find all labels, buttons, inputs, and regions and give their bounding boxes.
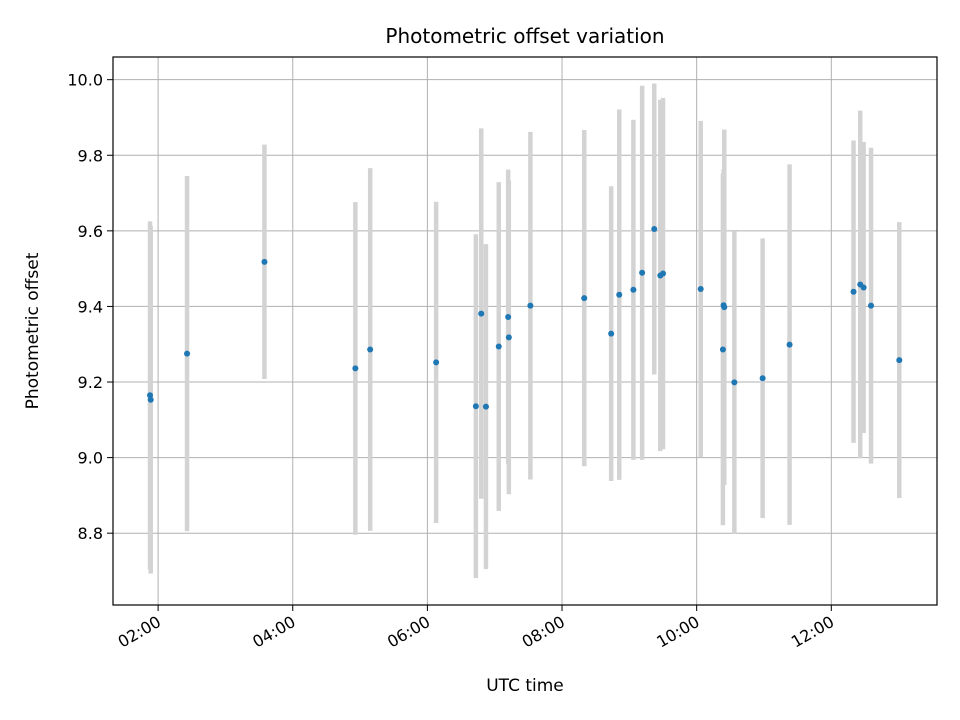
data-point [639,269,646,276]
data-point [147,392,154,399]
x-tick-label: 06:00 [384,612,433,652]
data-point [478,310,485,317]
data-point [581,295,588,302]
x-tick-label: 10:00 [653,612,702,652]
y-tick-label: 9.8 [78,146,103,165]
data-point [850,288,857,295]
data-point [147,396,154,403]
y-tick-label: 9.6 [78,222,103,241]
data-point [896,357,903,364]
data-point [495,343,502,350]
data-points [147,225,903,410]
x-tick-label: 04:00 [249,612,298,652]
data-point [527,302,534,309]
x-axis-label: UTC time [486,676,564,696]
y-tick-label: 9.2 [78,373,103,392]
data-point [786,341,793,348]
data-point [731,379,738,386]
data-point [433,359,440,366]
data-point [759,375,766,382]
x-tick-label: 02:00 [115,612,164,652]
x-tick-label: 08:00 [519,612,568,652]
data-point [482,403,489,410]
data-point [472,403,479,410]
data-point [697,286,704,293]
plot-area-frame [112,56,938,606]
error-bars [147,83,902,579]
data-point [860,284,867,291]
y-axis-ticks: 8.8 9.0 9.2 9.4 9.6 9.8 10.0 [67,71,113,543]
data-point [630,286,637,293]
data-point [719,346,726,353]
y-axis-label: Photometric offset [23,252,43,409]
data-point [608,330,615,337]
data-point [184,350,191,357]
x-tick-label: 12:00 [788,612,837,652]
x-axis-ticks: 02:00 04:00 06:00 08:00 10:00 12:00 [115,605,837,652]
data-point [261,258,268,265]
y-tick-label: 8.8 [78,524,103,543]
data-point [616,291,623,298]
y-tick-label: 9.4 [78,297,103,316]
data-point [868,302,875,309]
grid [113,57,937,605]
y-tick-label: 10.0 [67,71,103,90]
chart-title: Photometric offset variation [385,24,664,48]
data-point [505,334,512,341]
data-point [367,346,374,353]
data-point [660,270,667,277]
data-point [352,365,359,372]
y-tick-label: 9.0 [78,449,103,468]
data-point [721,304,728,311]
data-point [505,314,512,321]
data-point [651,225,658,232]
